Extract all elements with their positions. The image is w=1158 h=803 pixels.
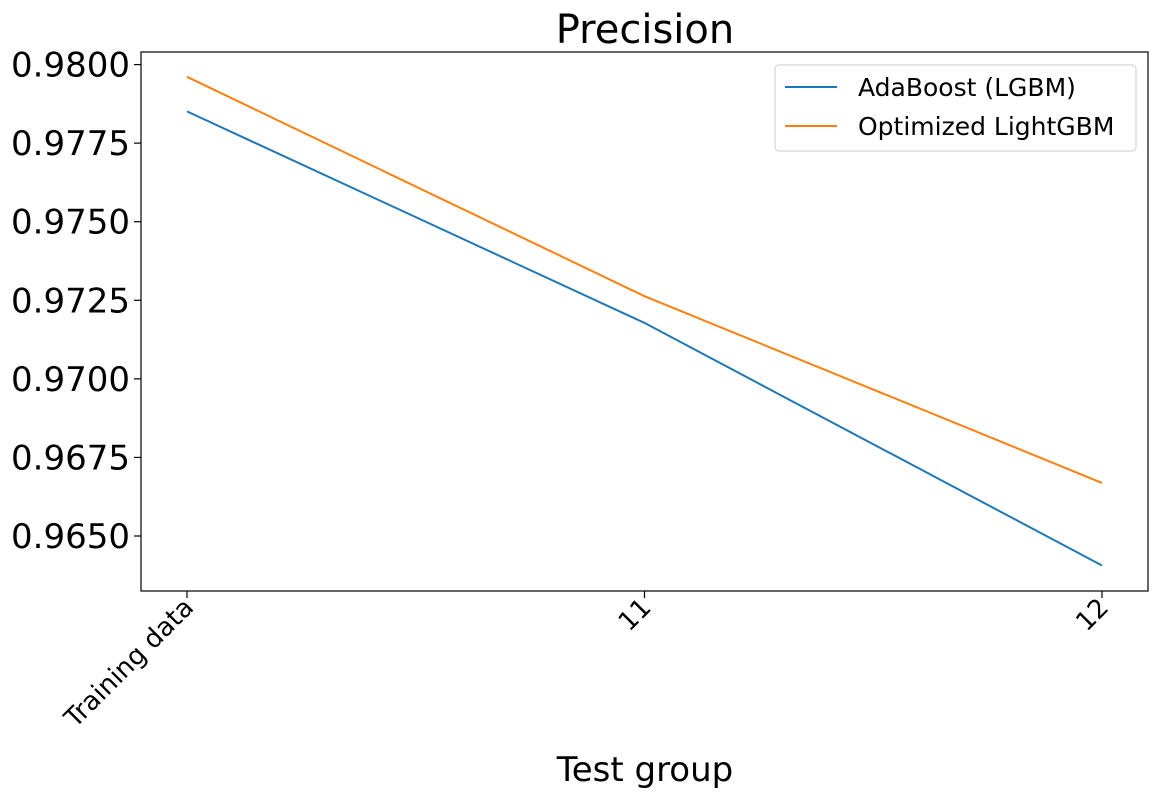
y-tick-label: 0.9750 bbox=[11, 203, 130, 243]
y-tick-label: 0.9675 bbox=[11, 438, 130, 478]
series-group bbox=[186, 75, 1103, 567]
y-tick-label: 0.9700 bbox=[11, 360, 130, 400]
chart-title: Precision bbox=[556, 7, 734, 53]
x-axis: Training data 11 12 bbox=[58, 591, 1115, 734]
x-tick-label: Training data bbox=[58, 593, 200, 735]
y-tick-label: 0.9775 bbox=[11, 124, 130, 164]
y-tick-label: 0.9725 bbox=[11, 281, 130, 321]
y-tick-label: 0.9650 bbox=[11, 517, 130, 557]
legend-label: AdaBoost (LGBM) bbox=[858, 73, 1076, 102]
y-tick-label: 0.9800 bbox=[11, 46, 130, 86]
x-axis-label: Test group bbox=[556, 750, 734, 790]
y-axis: 0.9650 0.9675 0.9700 0.9725 0.9750 0.9775 0.98… bbox=[11, 46, 141, 557]
legend: AdaBoost (LGBM) Optimized LightGBM bbox=[774, 64, 1137, 152]
legend-label: Optimized LightGBM bbox=[858, 112, 1114, 141]
series-line-1 bbox=[186, 75, 1103, 484]
x-tick-label: 12 bbox=[1070, 593, 1115, 638]
series-line-0 bbox=[186, 110, 1103, 567]
legend-box bbox=[774, 64, 1137, 152]
x-tick-label: 11 bbox=[613, 593, 658, 638]
